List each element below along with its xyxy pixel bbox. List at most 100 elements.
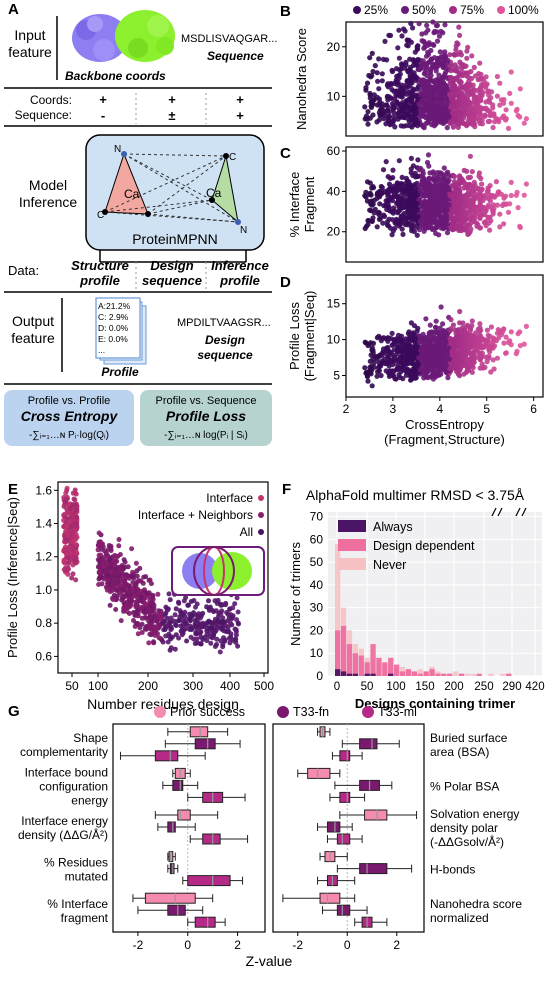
scatter-point (433, 370, 439, 376)
scatter-point (114, 577, 120, 583)
bar (340, 671, 347, 676)
scatter-point (449, 94, 455, 100)
scatter-point (426, 330, 432, 336)
scatter-point (363, 370, 369, 376)
scatter-point (363, 189, 369, 195)
scatter-point (435, 58, 441, 64)
scatter-point (441, 60, 447, 66)
scatter-point (479, 186, 485, 192)
scatter-point (390, 167, 396, 173)
scatter-point (442, 360, 448, 366)
scatter-point (218, 611, 224, 617)
inference-profile-line2: profile (219, 273, 260, 288)
metric-label: Interface bound (25, 765, 108, 779)
scatter-point (140, 580, 146, 586)
scatter-point (424, 159, 431, 166)
scatter-point (486, 99, 493, 105)
scatter-point (508, 342, 514, 348)
scatter-point (517, 86, 523, 92)
scatter-point (154, 619, 160, 625)
scatter-point (508, 100, 514, 106)
y-axis-label: (Fragment|Seq) (302, 291, 317, 382)
col1-coords: + (99, 92, 107, 107)
bar (370, 673, 376, 676)
scatter-point (105, 562, 111, 568)
profile-line-3: D: 0.0% (98, 323, 129, 333)
scatter-point (139, 630, 145, 635)
scatter-point (454, 74, 460, 81)
scatter-point (432, 335, 438, 341)
profile-line-1: A:21.2% (98, 301, 131, 311)
scatter-point (182, 614, 188, 620)
bar (453, 671, 459, 676)
break-mark-1-gap (494, 506, 500, 518)
metric-label: % Polar BSA (430, 779, 499, 793)
scatter-point (364, 80, 371, 86)
scatter-point (426, 175, 432, 181)
scatter-point (422, 188, 428, 195)
scatter-point (138, 605, 144, 610)
scatter-point (368, 99, 374, 105)
scatter-point (213, 608, 219, 614)
scatter-point (517, 114, 523, 120)
scatter-point (235, 643, 241, 649)
scatter-point (503, 107, 509, 113)
scatter-point (488, 95, 494, 101)
scatter-point (408, 343, 414, 349)
scatter-point (391, 347, 397, 353)
scatter-point (400, 231, 406, 237)
scatter-point (430, 169, 436, 175)
metric-label: normalized (430, 911, 489, 925)
scatter-point (464, 209, 470, 215)
scatter-point (446, 177, 452, 183)
scatter-point (482, 113, 488, 119)
col2-seq: ± (168, 108, 175, 123)
scatter-point (408, 20, 414, 27)
structure-profile-line2: profile (79, 273, 120, 288)
panel-label-e: E (8, 481, 18, 498)
scatter-point (508, 192, 514, 199)
panel-g: G Prior success T33-fn T33-ml Shapecompleme… (8, 703, 522, 969)
scatter-point (365, 121, 371, 127)
bar (335, 543, 341, 676)
scatter-point (494, 93, 500, 99)
legend-label: Always (373, 520, 413, 534)
scatter-point (479, 181, 485, 187)
scatter-point (501, 195, 507, 201)
scatter-point (184, 638, 190, 644)
y-tick-label: 0.6 (35, 649, 52, 663)
bar (370, 644, 376, 676)
scatter-point (67, 506, 73, 512)
scatter-point (395, 332, 402, 338)
scatter-point (471, 359, 477, 365)
scatter-point (441, 108, 447, 114)
scatter-point (415, 84, 421, 90)
scatter-point (365, 221, 371, 228)
scatter-point (429, 352, 435, 359)
scatter-point (430, 345, 436, 351)
input-sequence-example: MSDLISVAQGAR... (181, 33, 277, 45)
x-tick-label: 2 (343, 402, 350, 416)
scatter-point (430, 193, 436, 199)
profile-line-4: E: 0.0% (98, 334, 128, 344)
legend-marker (154, 706, 166, 718)
scatter-point (387, 358, 393, 365)
scatter-point (385, 104, 391, 110)
scatter-point (443, 69, 449, 75)
profile-loss-formula: -∑ᵢ₌₁…ɴ log(Pᵢ | Sᵢ) (164, 430, 248, 441)
box (359, 738, 378, 750)
scatter-point (469, 318, 475, 324)
scatter-point (396, 27, 402, 33)
scatter-point (73, 542, 79, 548)
scatter-point (389, 330, 395, 336)
box (307, 767, 331, 779)
scatter-point (391, 88, 397, 94)
scatter-point (414, 44, 420, 50)
y-axis-label: Profile Loss (Inference|Seq) (5, 497, 20, 658)
scatter-point (508, 179, 514, 185)
scatter-point (470, 365, 476, 371)
scatter-point (423, 88, 429, 94)
y-axis-label: % Interface (287, 172, 302, 238)
bar (411, 671, 417, 676)
scatter-point (61, 504, 67, 509)
